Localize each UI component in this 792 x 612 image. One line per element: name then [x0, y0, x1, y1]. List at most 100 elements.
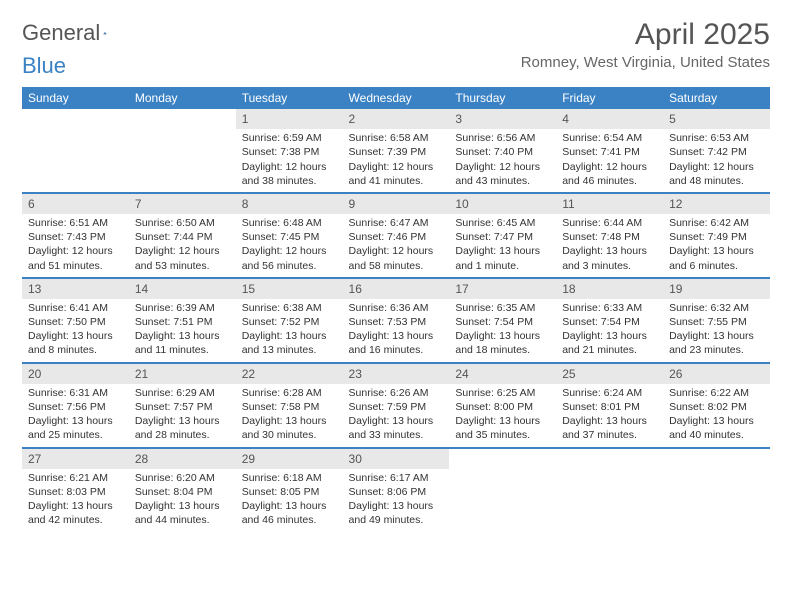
sunset-text: Sunset: 7:59 PM [349, 400, 444, 414]
calendar-cell: 7Sunrise: 6:50 AMSunset: 7:44 PMDaylight… [129, 193, 236, 278]
calendar-cell: 27Sunrise: 6:21 AMSunset: 8:03 PMDayligh… [22, 448, 129, 532]
day-number: 23 [343, 364, 450, 384]
day-number: 19 [663, 279, 770, 299]
calendar-cell: 15Sunrise: 6:38 AMSunset: 7:52 PMDayligh… [236, 278, 343, 363]
day-number: 13 [22, 279, 129, 299]
sunrise-text: Sunrise: 6:20 AM [135, 471, 230, 485]
day-number: 7 [129, 194, 236, 214]
sunset-text: Sunset: 7:52 PM [242, 315, 337, 329]
sunset-text: Sunset: 7:41 PM [562, 145, 657, 159]
sunrise-text: Sunrise: 6:31 AM [28, 386, 123, 400]
day-data: Sunrise: 6:54 AMSunset: 7:41 PMDaylight:… [556, 129, 663, 192]
sunrise-text: Sunrise: 6:36 AM [349, 301, 444, 315]
month-title: April 2025 [521, 18, 770, 52]
daylight-text: Daylight: 12 hours and 41 minutes. [349, 160, 444, 188]
sunset-text: Sunset: 7:57 PM [135, 400, 230, 414]
sunset-text: Sunset: 7:40 PM [455, 145, 550, 159]
calendar-week-row: 1Sunrise: 6:59 AMSunset: 7:38 PMDaylight… [22, 109, 770, 193]
sunrise-text: Sunrise: 6:33 AM [562, 301, 657, 315]
sunset-text: Sunset: 7:43 PM [28, 230, 123, 244]
day-header: Friday [556, 87, 663, 109]
day-number: 4 [556, 109, 663, 129]
daylight-text: Daylight: 13 hours and 13 minutes. [242, 329, 337, 357]
sunrise-text: Sunrise: 6:35 AM [455, 301, 550, 315]
day-data: Sunrise: 6:33 AMSunset: 7:54 PMDaylight:… [556, 299, 663, 362]
calendar-cell: 12 Sunrise: 6:42 AMSunset: 7:49 PMDayligh… [663, 193, 770, 278]
sunset-text: Sunset: 8:00 PM [455, 400, 550, 414]
day-number: 12 [663, 194, 770, 214]
daylight-text: Daylight: 13 hours and 8 minutes. [28, 329, 123, 357]
sunrise-text: Sunrise: 6:28 AM [242, 386, 337, 400]
day-data: Sunrise: 6:48 AMSunset: 7:45 PMDaylight:… [236, 214, 343, 277]
day-number: 8 [236, 194, 343, 214]
sunset-text: Sunset: 7:58 PM [242, 400, 337, 414]
day-data: Sunrise: 6:28 AMSunset: 7:58 PMDaylight:… [236, 384, 343, 447]
day-number: 24 [449, 364, 556, 384]
calendar-cell: 24Sunrise: 6:25 AMSunset: 8:00 PMDayligh… [449, 363, 556, 448]
day-number: 2 [343, 109, 450, 129]
day-number: 17 [449, 279, 556, 299]
sunrise-text: Sunrise: 6:58 AM [349, 131, 444, 145]
sunset-text: Sunset: 8:03 PM [28, 485, 123, 499]
logo-sail-icon [103, 24, 107, 42]
calendar-cell: 26Sunrise: 6:22 AMSunset: 8:02 PMDayligh… [663, 363, 770, 448]
day-number: 29 [236, 449, 343, 469]
day-header: Monday [129, 87, 236, 109]
day-data: Sunrise: 6:47 AMSunset: 7:46 PMDaylight:… [343, 214, 450, 277]
sunset-text: Sunset: 7:48 PM [562, 230, 657, 244]
daylight-text: Daylight: 13 hours and 11 minutes. [135, 329, 230, 357]
day-header: Wednesday [343, 87, 450, 109]
calendar-body: 1Sunrise: 6:59 AMSunset: 7:38 PMDaylight… [22, 109, 770, 531]
day-number: 20 [22, 364, 129, 384]
sunrise-text: Sunrise: 6:22 AM [669, 386, 764, 400]
sunset-text: Sunset: 7:39 PM [349, 145, 444, 159]
daylight-text: Daylight: 12 hours and 53 minutes. [135, 244, 230, 272]
calendar-cell [22, 109, 129, 193]
daylight-text: Daylight: 12 hours and 48 minutes. [669, 160, 764, 188]
day-data: Sunrise: 6:22 AMSunset: 8:02 PMDaylight:… [663, 384, 770, 447]
day-data: Sunrise: 6:25 AMSunset: 8:00 PMDaylight:… [449, 384, 556, 447]
day-data: Sunrise: 6:35 AMSunset: 7:54 PMDaylight:… [449, 299, 556, 362]
sunset-text: Sunset: 8:02 PM [669, 400, 764, 414]
sunset-text: Sunset: 7:44 PM [135, 230, 230, 244]
calendar-cell: 16Sunrise: 6:36 AMSunset: 7:53 PMDayligh… [343, 278, 450, 363]
daylight-text: Daylight: 13 hours and 18 minutes. [455, 329, 550, 357]
calendar-cell: 17Sunrise: 6:35 AMSunset: 7:54 PMDayligh… [449, 278, 556, 363]
sunset-text: Sunset: 7:49 PM [669, 230, 764, 244]
calendar-cell: 28Sunrise: 6:20 AMSunset: 8:04 PMDayligh… [129, 448, 236, 532]
daylight-text: Daylight: 12 hours and 46 minutes. [562, 160, 657, 188]
daylight-text: Daylight: 13 hours and 6 minutes. [669, 244, 764, 272]
calendar-cell: 18Sunrise: 6:33 AMSunset: 7:54 PMDayligh… [556, 278, 663, 363]
day-number: 22 [236, 364, 343, 384]
sunrise-text: Sunrise: 6:54 AM [562, 131, 657, 145]
calendar-week-row: 6Sunrise: 6:51 AMSunset: 7:43 PMDaylight… [22, 193, 770, 278]
day-data: Sunrise: 6:26 AMSunset: 7:59 PMDaylight:… [343, 384, 450, 447]
sunset-text: Sunset: 7:47 PM [455, 230, 550, 244]
sunrise-text: Sunrise: 6:59 AM [242, 131, 337, 145]
calendar-cell: 9Sunrise: 6:47 AMSunset: 7:46 PMDaylight… [343, 193, 450, 278]
day-number: 26 [663, 364, 770, 384]
sunrise-text: Sunrise: 6:42 AM [669, 216, 764, 230]
sunrise-text: Sunrise: 6:53 AM [669, 131, 764, 145]
day-data: Sunrise: 6:38 AMSunset: 7:52 PMDaylight:… [236, 299, 343, 362]
day-number: 3 [449, 109, 556, 129]
day-number: 25 [556, 364, 663, 384]
day-data: Sunrise: 6:59 AMSunset: 7:38 PMDaylight:… [236, 129, 343, 192]
calendar-cell: 5Sunrise: 6:53 AMSunset: 7:42 PMDaylight… [663, 109, 770, 193]
day-header: Thursday [449, 87, 556, 109]
sunrise-text: Sunrise: 6:38 AM [242, 301, 337, 315]
sunset-text: Sunset: 7:53 PM [349, 315, 444, 329]
day-header: Saturday [663, 87, 770, 109]
day-data: Sunrise: 6:36 AMSunset: 7:53 PMDaylight:… [343, 299, 450, 362]
daylight-text: Daylight: 12 hours and 43 minutes. [455, 160, 550, 188]
day-number: 10 [449, 194, 556, 214]
calendar-week-row: 20Sunrise: 6:31 AMSunset: 7:56 PMDayligh… [22, 363, 770, 448]
daylight-text: Daylight: 13 hours and 44 minutes. [135, 499, 230, 527]
sunset-text: Sunset: 8:01 PM [562, 400, 657, 414]
calendar-cell [556, 448, 663, 532]
sunrise-text: Sunrise: 6:51 AM [28, 216, 123, 230]
calendar-cell: 30Sunrise: 6:17 AMSunset: 8:06 PMDayligh… [343, 448, 450, 532]
day-number: 21 [129, 364, 236, 384]
logo-text-general: General [22, 20, 100, 46]
day-data: Sunrise: 6:53 AMSunset: 7:42 PMDaylight:… [663, 129, 770, 192]
